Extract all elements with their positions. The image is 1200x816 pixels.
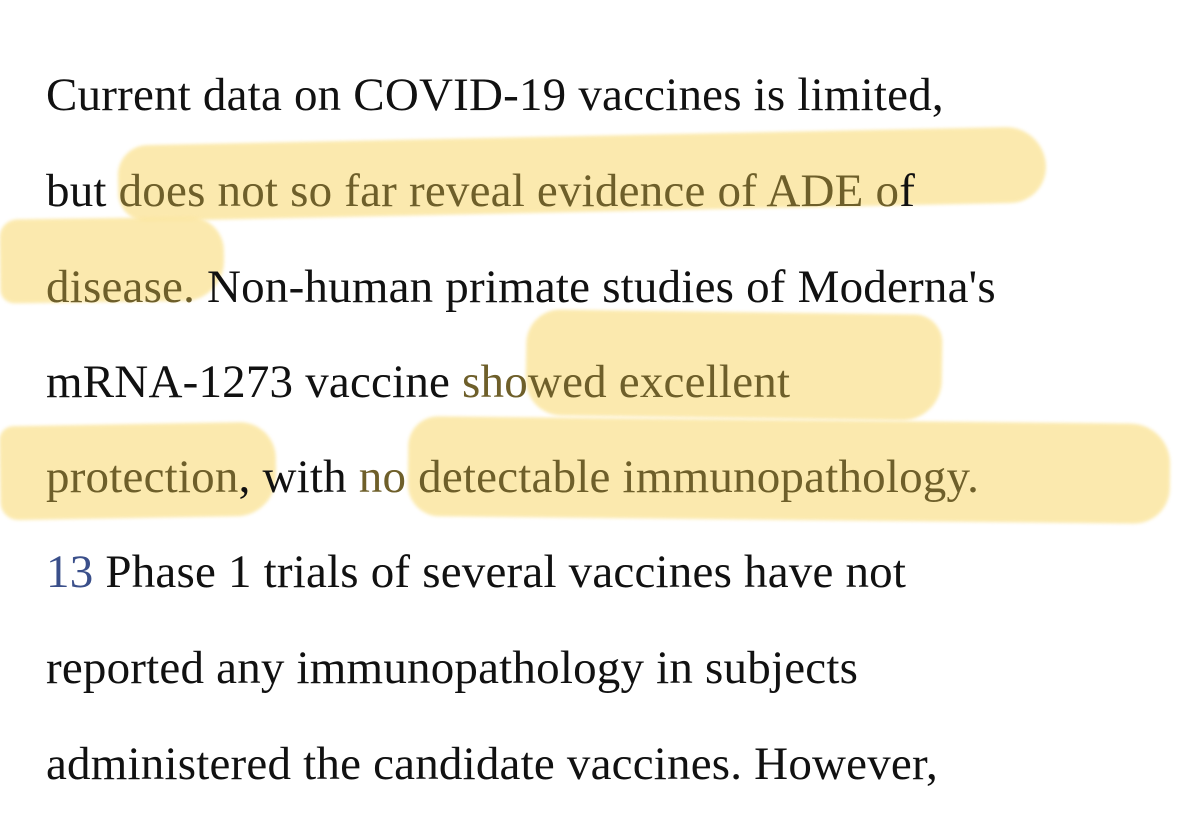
text-line: protection, with no detectable immunopat… bbox=[46, 454, 979, 501]
text-line: Current data on COVID-19 vaccines is lim… bbox=[46, 72, 944, 119]
highlighted-text: does not so far reveal evidence of ADE o bbox=[118, 165, 900, 217]
text-line: 13 Phase 1 trials of several vaccines ha… bbox=[46, 549, 906, 596]
text-segment: reported any immunopathology in subjects bbox=[46, 642, 859, 694]
text-segment: mRNA-1273 vaccine bbox=[46, 356, 463, 408]
text-line: mRNA-1273 vaccine showed excellent bbox=[46, 359, 790, 406]
highlighted-text: disease. bbox=[46, 261, 196, 313]
text-segment: , with bbox=[238, 451, 359, 503]
text-segment: Phase 1 trials of several vaccines have … bbox=[93, 546, 907, 598]
highlighted-text: no detectable immunopathology. bbox=[358, 451, 980, 503]
text-segment: administered the candidate vaccines. How… bbox=[46, 738, 938, 790]
highlighted-text: protection bbox=[46, 451, 239, 503]
text-line: but does not so far reveal evidence of A… bbox=[46, 168, 915, 215]
text-line: disease. Non-human primate studies of Mo… bbox=[46, 264, 996, 311]
reference-link[interactable]: 13 bbox=[46, 546, 94, 598]
highlighted-text: showed excellent bbox=[462, 356, 791, 408]
text-segment: Current data on COVID-19 vaccines is lim… bbox=[46, 69, 944, 121]
text-line: reported any immunopathology in subjects bbox=[46, 645, 858, 692]
text-segment: f bbox=[899, 165, 916, 217]
text-segment: Non-human primate studies of Moderna's bbox=[195, 261, 996, 313]
text-segment: but bbox=[46, 165, 119, 217]
text-line: administered the candidate vaccines. How… bbox=[46, 741, 938, 788]
